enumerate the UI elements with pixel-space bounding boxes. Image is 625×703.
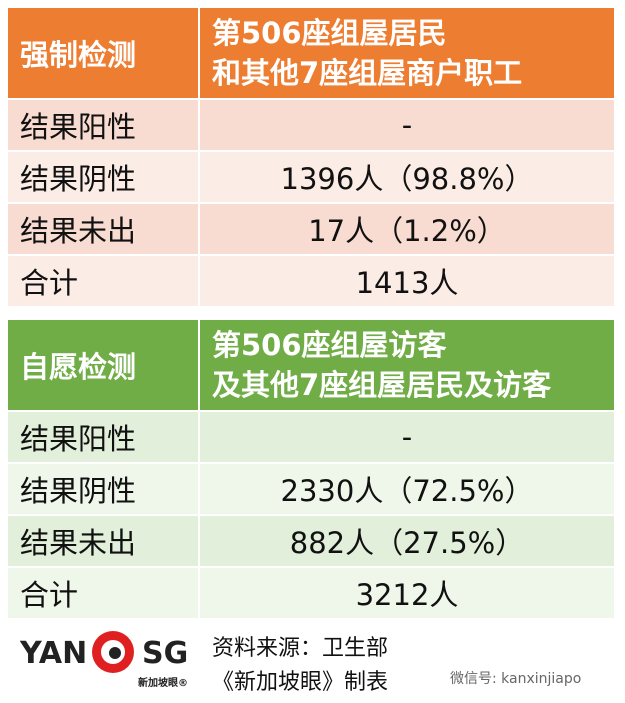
row-label: 结果阴性 — [8, 464, 198, 514]
credit: 《新加坡眼》制表 — [212, 670, 389, 695]
row-label: 结果阳性 — [8, 100, 198, 150]
row-value: - — [200, 412, 614, 462]
table-title: 第506座组屋访客及其他7座组屋居民及访客 — [200, 320, 614, 410]
table-label: 自愿检测 — [8, 320, 198, 410]
row-value: 1396人（98.8%） — [200, 152, 614, 202]
row-label: 结果未出 — [8, 516, 198, 566]
table-label: 强制检测 — [8, 8, 198, 98]
table-title: 第506座组屋居民和其他7座组屋商户职工 — [200, 8, 614, 98]
row-label: 合计 — [8, 256, 198, 306]
title-line: 第506座组屋居民 — [212, 16, 447, 50]
row-value: 3212人 — [200, 568, 614, 618]
row-label: 结果阴性 — [8, 152, 198, 202]
row-label: 结果阳性 — [8, 412, 198, 462]
source: 资料来源：卫生部 — [212, 636, 389, 661]
row-label: 结果未出 — [8, 204, 198, 254]
title-line: 第506座组屋访客 — [212, 328, 447, 362]
row-value: 1413人 — [200, 256, 614, 306]
row-label: 合计 — [8, 568, 198, 618]
row-value: 17人（1.2%） — [200, 204, 614, 254]
logo-tagline: 新加坡眼® — [138, 678, 188, 689]
logo-icon — [92, 631, 134, 673]
row-value: 882人（27.5%） — [200, 516, 614, 566]
logo: YAN SG 新加坡眼® — [20, 628, 200, 693]
wechat: 微信号: kanxinjiapo — [450, 671, 582, 687]
row-value: - — [200, 100, 614, 150]
title-line: 及其他7座组屋居民及访客 — [212, 368, 552, 402]
logo-left: YAN — [20, 636, 88, 671]
logo-right: SG — [142, 636, 189, 671]
row-value: 2330人（72.5%） — [200, 464, 614, 514]
title-line: 和其他7座组屋商户职工 — [212, 56, 523, 90]
